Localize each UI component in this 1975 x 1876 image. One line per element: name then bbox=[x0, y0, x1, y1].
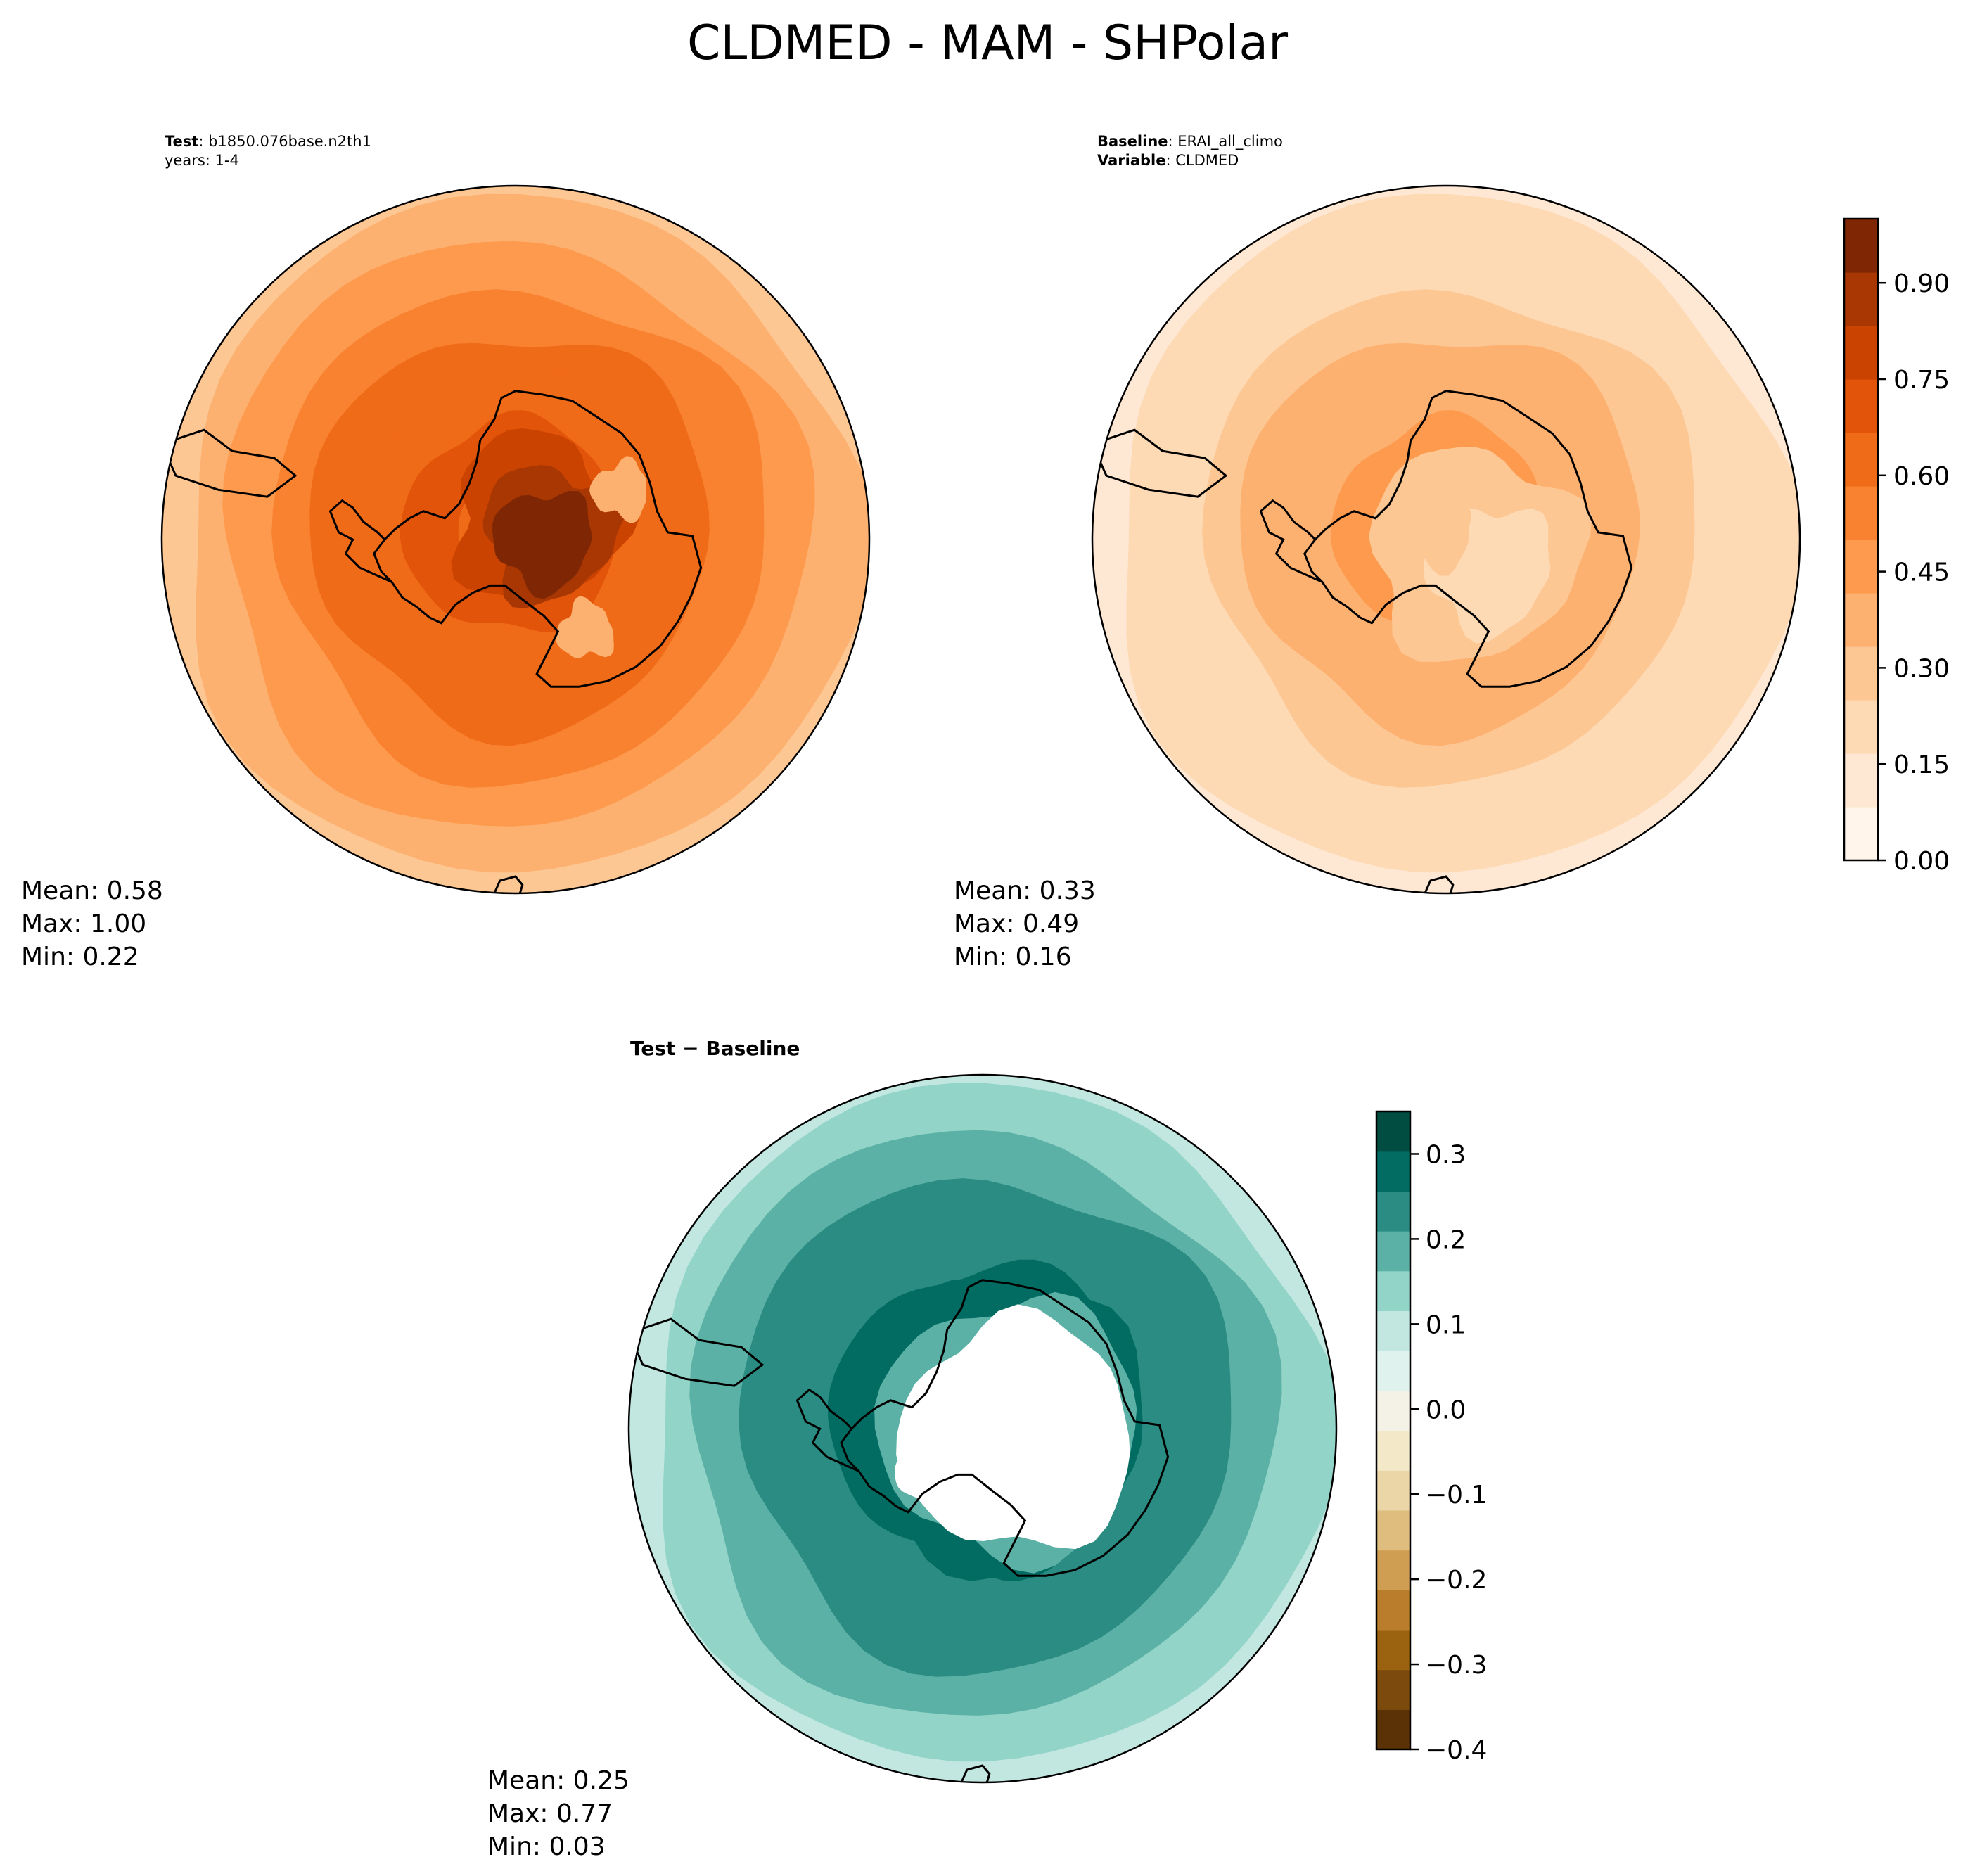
diff-mean: Mean: 0.25 bbox=[487, 1766, 629, 1795]
colorbar-oranges-segment bbox=[1844, 753, 1878, 808]
colorbar-diff-segment bbox=[1376, 1669, 1410, 1710]
colorbar-diff-segment bbox=[1376, 1310, 1410, 1351]
colorbar-oranges-segment bbox=[1844, 379, 1878, 433]
colorbar-oranges-outline bbox=[1843, 217, 1879, 862]
coastline-south-america bbox=[162, 428, 298, 498]
colorbar-diff-tick-label: 0.0 bbox=[1426, 1396, 1466, 1424]
test-stats: Mean: 0.58 Max: 1.00 Min: 0.22 bbox=[21, 874, 163, 974]
test-max: Max: 1.00 bbox=[21, 910, 147, 938]
colorbar-oranges-segment bbox=[1844, 433, 1878, 487]
colorbar-oranges-segment bbox=[1844, 326, 1878, 380]
diff-stats: Mean: 0.25 Max: 0.77 Min: 0.03 bbox=[487, 1764, 629, 1863]
colorbar-oranges-tick-label: 0.30 bbox=[1893, 654, 1950, 683]
coastline-peninsula bbox=[795, 1388, 859, 1472]
variable-label-sep: : bbox=[1165, 152, 1176, 169]
coastline-island bbox=[1423, 875, 1455, 893]
test-label: Test: b1850.076base.n2th1 years: 1-4 bbox=[165, 132, 371, 170]
baseline-label-key: Baseline bbox=[1097, 133, 1168, 150]
colorbar-diff-segment bbox=[1376, 1430, 1410, 1471]
map-boundary-3 bbox=[627, 1073, 1338, 1784]
map-boundary-2 bbox=[1091, 184, 1801, 895]
test-label-sep: : bbox=[198, 133, 209, 150]
colorbar-diff-outline bbox=[1375, 1110, 1412, 1751]
colorbar-diff-segment bbox=[1376, 1270, 1410, 1312]
diff-min: Min: 0.03 bbox=[487, 1832, 606, 1861]
colorbar-diff-segment bbox=[1376, 1351, 1410, 1391]
colorbar-oranges-segment bbox=[1844, 219, 1878, 273]
map-field-3 bbox=[629, 1075, 1336, 1782]
colorbar-oranges-segment bbox=[1844, 646, 1878, 701]
colorbar-diff-segment bbox=[1376, 1231, 1410, 1272]
colorbar-diff-segment bbox=[1376, 1111, 1410, 1152]
baseline-stats: Mean: 0.33 Max: 0.49 Min: 0.16 bbox=[954, 874, 1096, 974]
colorbar-oranges-tick-label: 0.90 bbox=[1893, 269, 1950, 298]
colorbar-oranges-tick-label: 0.60 bbox=[1893, 462, 1950, 491]
colorbar-diff-segment bbox=[1376, 1629, 1410, 1671]
test-label-value: b1850.076base.n2th1 bbox=[208, 133, 371, 150]
colorbar-oranges-tick-label: 0.45 bbox=[1893, 559, 1950, 587]
baseline-max: Max: 0.49 bbox=[954, 910, 1080, 938]
coastline-south-america bbox=[629, 1317, 765, 1387]
colorbar-diff-tick-label: −0.2 bbox=[1426, 1566, 1487, 1595]
colorbar-oranges-tick-label: 0.15 bbox=[1893, 751, 1950, 779]
coastline-peninsula bbox=[328, 499, 392, 583]
contour-band bbox=[589, 456, 647, 524]
colorbar-diff-tick-label: −0.3 bbox=[1426, 1651, 1487, 1680]
baseline-label-sep: : bbox=[1168, 133, 1178, 150]
contour-band bbox=[1385, 475, 1471, 576]
figure-title: CLDMED - MAM - SHPolar bbox=[686, 15, 1289, 71]
colorbar-diff-segment bbox=[1376, 1510, 1410, 1551]
diff-title: Test − Baseline bbox=[630, 1037, 800, 1060]
colorbar-oranges-tick-label: 0.75 bbox=[1893, 366, 1950, 395]
map-field-1 bbox=[162, 186, 869, 893]
colorbar-oranges-segment bbox=[1844, 486, 1878, 540]
contour-band bbox=[895, 1432, 960, 1500]
colorbar-diff-segment bbox=[1376, 1590, 1410, 1631]
test-mean: Mean: 0.58 bbox=[21, 876, 163, 905]
colorbar-diff-tick-label: 0.2 bbox=[1426, 1225, 1466, 1254]
variable-label-key: Variable bbox=[1097, 152, 1166, 169]
colorbar-oranges-segment bbox=[1844, 272, 1878, 326]
colorbar-diff-segment bbox=[1376, 1470, 1410, 1511]
coastline-antarctica bbox=[840, 1279, 1170, 1577]
colorbar-diff-segment bbox=[1376, 1191, 1410, 1232]
colorbar-oranges-segment bbox=[1844, 700, 1878, 754]
baseline-label: Baseline: ERAI_all_climo Variable: CLDME… bbox=[1097, 132, 1283, 170]
map-field-2 bbox=[1092, 186, 1800, 893]
colorbar-oranges-segment bbox=[1844, 593, 1878, 647]
colorbar-diff-segment bbox=[1376, 1151, 1410, 1192]
colorbar-diff-tick-label: 0.3 bbox=[1426, 1140, 1466, 1169]
test-min: Min: 0.22 bbox=[21, 943, 139, 971]
coastline-antarctica bbox=[1303, 390, 1633, 688]
baseline-min: Min: 0.16 bbox=[954, 943, 1072, 971]
colorbar-diff-tick-label: −0.1 bbox=[1426, 1481, 1487, 1510]
baseline-mean: Mean: 0.33 bbox=[954, 876, 1096, 905]
contour-band bbox=[492, 490, 592, 599]
coastline-antarctica bbox=[373, 390, 703, 688]
coastline-peninsula bbox=[1259, 499, 1323, 583]
colorbar-oranges-segment bbox=[1844, 807, 1878, 861]
baseline-label-value: ERAI_all_climo bbox=[1177, 133, 1283, 150]
test-label-key: Test bbox=[165, 133, 199, 150]
test-years: years: 1-4 bbox=[165, 152, 239, 169]
contour-band bbox=[556, 596, 614, 659]
colorbar-oranges-tick-label: 0.00 bbox=[1893, 847, 1950, 876]
variable-label-value: CLDMED bbox=[1175, 152, 1239, 169]
diff-max: Max: 0.77 bbox=[487, 1799, 613, 1828]
coastline-island bbox=[959, 1764, 991, 1782]
colorbar-diff-tick-label: −0.4 bbox=[1426, 1736, 1487, 1765]
map-boundary-1 bbox=[160, 184, 871, 895]
colorbar-diff-segment bbox=[1376, 1390, 1410, 1431]
colorbar-diff-segment bbox=[1376, 1709, 1410, 1750]
colorbar-oranges-segment bbox=[1844, 540, 1878, 594]
coastline-island bbox=[492, 875, 524, 893]
colorbar-diff-segment bbox=[1376, 1550, 1410, 1590]
colorbar-diff-tick-label: 0.1 bbox=[1426, 1310, 1466, 1339]
coastline-south-america bbox=[1092, 428, 1228, 498]
